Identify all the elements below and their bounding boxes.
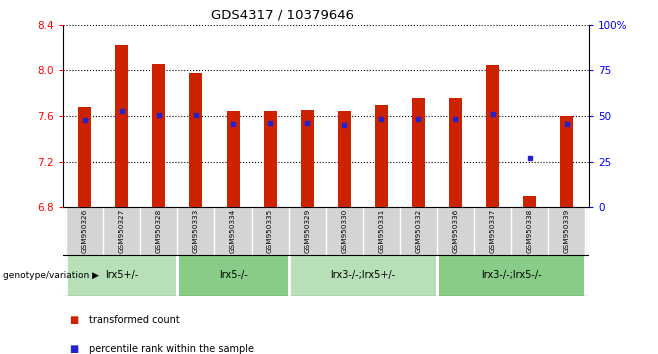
- Bar: [140, 207, 178, 255]
- Bar: [437, 207, 474, 255]
- Bar: [66, 207, 103, 255]
- Bar: [153, 63, 165, 207]
- Text: genotype/variation ▶: genotype/variation ▶: [3, 271, 99, 280]
- Bar: [178, 255, 289, 296]
- Bar: [226, 112, 240, 207]
- Bar: [115, 45, 128, 207]
- Text: GSM950331: GSM950331: [378, 209, 384, 253]
- Text: GDS4317 / 10379646: GDS4317 / 10379646: [211, 9, 355, 22]
- Bar: [326, 207, 363, 255]
- Bar: [412, 98, 425, 207]
- Bar: [511, 207, 548, 255]
- Bar: [301, 110, 314, 207]
- Text: lrx5+/-: lrx5+/-: [105, 270, 138, 280]
- Text: GSM950326: GSM950326: [82, 209, 88, 253]
- Text: GSM950339: GSM950339: [564, 209, 570, 253]
- Bar: [251, 207, 289, 255]
- Bar: [338, 112, 351, 207]
- Text: GSM950333: GSM950333: [193, 209, 199, 253]
- Bar: [523, 196, 536, 207]
- Text: GSM950327: GSM950327: [119, 209, 125, 253]
- Bar: [78, 107, 91, 207]
- Text: ■: ■: [69, 315, 78, 325]
- Bar: [289, 207, 326, 255]
- Bar: [178, 207, 215, 255]
- Text: GSM950328: GSM950328: [156, 209, 162, 253]
- Bar: [449, 98, 462, 207]
- Text: GSM950330: GSM950330: [342, 209, 347, 253]
- Bar: [474, 207, 511, 255]
- Text: percentile rank within the sample: percentile rank within the sample: [89, 344, 254, 354]
- Text: lrx3-/-;lrx5+/-: lrx3-/-;lrx5+/-: [330, 270, 395, 280]
- Bar: [363, 207, 400, 255]
- Text: GSM950329: GSM950329: [304, 209, 310, 253]
- Text: GSM950338: GSM950338: [526, 209, 532, 253]
- Bar: [400, 207, 437, 255]
- Text: GSM950335: GSM950335: [267, 209, 273, 253]
- Text: GSM950336: GSM950336: [453, 209, 459, 253]
- Bar: [548, 207, 585, 255]
- Text: ■: ■: [69, 344, 78, 354]
- Text: GSM950332: GSM950332: [415, 209, 421, 253]
- Bar: [289, 255, 437, 296]
- Text: transformed count: transformed count: [89, 315, 180, 325]
- Bar: [437, 255, 585, 296]
- Bar: [486, 65, 499, 207]
- Text: lrx5-/-: lrx5-/-: [218, 270, 247, 280]
- Bar: [264, 112, 276, 207]
- Text: GSM950337: GSM950337: [490, 209, 495, 253]
- Bar: [190, 73, 203, 207]
- Bar: [215, 207, 251, 255]
- Text: lrx3-/-;lrx5-/-: lrx3-/-;lrx5-/-: [481, 270, 542, 280]
- Bar: [375, 104, 388, 207]
- Bar: [103, 207, 140, 255]
- Text: GSM950334: GSM950334: [230, 209, 236, 253]
- Bar: [66, 255, 178, 296]
- Bar: [560, 116, 573, 207]
